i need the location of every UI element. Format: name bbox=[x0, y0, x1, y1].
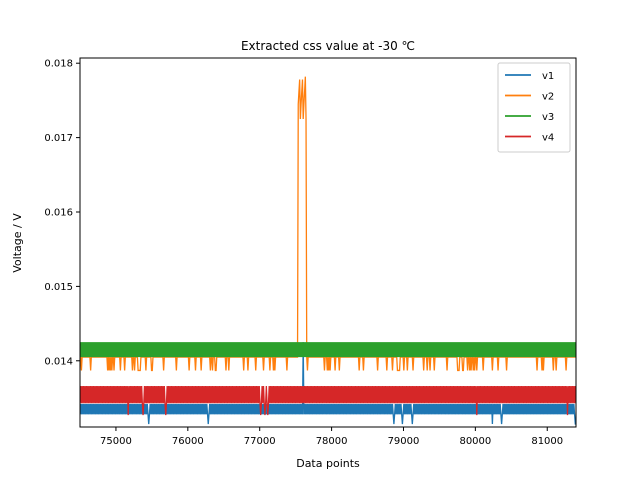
plot-frame bbox=[79, 57, 577, 428]
y-tick-label: 0.016 bbox=[44, 207, 73, 218]
x-tick-label: 77000 bbox=[244, 436, 276, 447]
x-tick-label: 76000 bbox=[172, 436, 204, 447]
x-tick-label: 81000 bbox=[531, 436, 563, 447]
series-line-v3 bbox=[80, 342, 576, 358]
legend-label-v3: v3 bbox=[542, 112, 554, 123]
legend: v1 v2 v3 v4 bbox=[497, 62, 571, 153]
series-line-v4 bbox=[80, 386, 576, 416]
y-tick-label: 0.018 bbox=[44, 59, 73, 70]
series-line-v1 bbox=[80, 342, 576, 425]
chart-title: Extracted css value at -30 ℃ bbox=[241, 39, 415, 53]
y-axis: 0.014 0.015 0.016 0.017 0.018 bbox=[44, 59, 80, 367]
y-tick-label: 0.017 bbox=[44, 133, 73, 144]
y-tick-label: 0.014 bbox=[44, 356, 73, 367]
legend-label-v4: v4 bbox=[542, 133, 554, 144]
x-axis-label: Data points bbox=[296, 457, 360, 470]
y-axis-label: Voltage / V bbox=[11, 213, 24, 273]
legend-label-v2: v2 bbox=[542, 92, 554, 103]
x-tick-label: 80000 bbox=[459, 436, 491, 447]
legend-label-v1: v1 bbox=[542, 71, 554, 82]
legend-box bbox=[497, 62, 571, 153]
x-axis: 75000 76000 77000 78000 79000 80000 81000 bbox=[100, 427, 563, 447]
x-tick-label: 75000 bbox=[100, 436, 132, 447]
y-tick-label: 0.015 bbox=[44, 282, 73, 293]
plot-area bbox=[80, 76, 576, 425]
x-tick-label: 79000 bbox=[388, 436, 420, 447]
x-tick-label: 78000 bbox=[316, 436, 348, 447]
